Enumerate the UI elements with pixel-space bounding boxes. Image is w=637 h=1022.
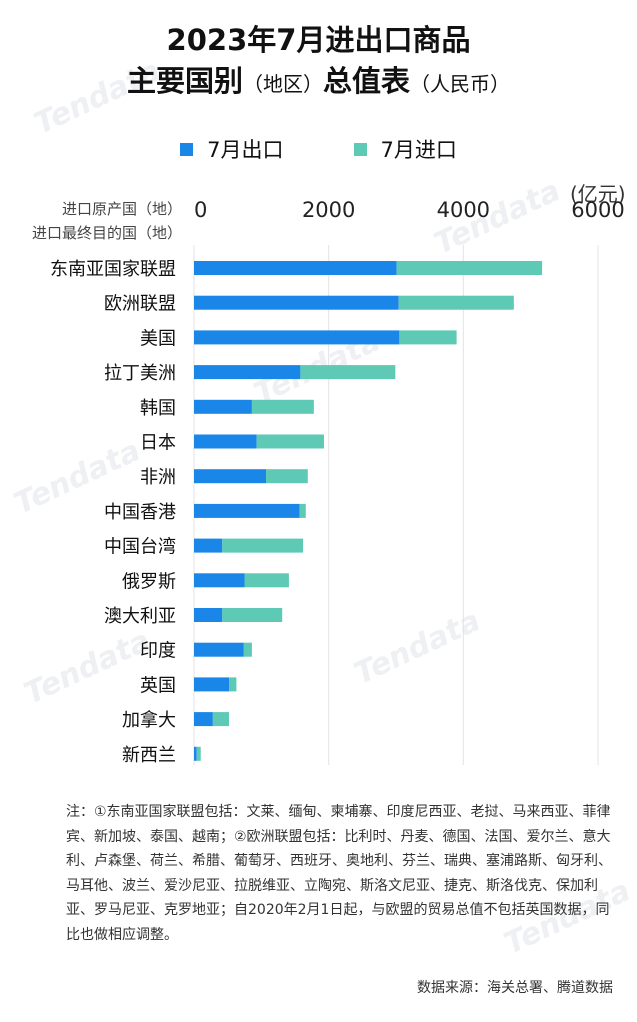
category-label: 新西兰 [122,745,176,766]
bar-import [300,365,396,380]
bar-chart: 0 2000 4000 6000 东南亚国家联盟欧洲联盟美国拉丁美洲韩国日本非洲中国香港… [50,198,625,766]
bar-export [194,261,397,275]
bar-import [299,503,306,518]
bar-import [256,434,324,449]
bar-import [251,399,314,414]
category-label: 印度 [140,641,176,662]
category-label: 俄罗斯 [122,571,176,592]
bar-import [243,642,252,657]
bar-import [196,746,201,761]
legend-item-import: 7月进口 [353,134,457,164]
category-label: 韩国 [140,398,176,419]
bar-import [222,608,283,622]
category-label: 英国 [140,675,176,696]
title-part-b: （地区） [243,72,323,96]
bar-export [194,399,252,414]
title-line-2: 主要国别（地区）总值表（人民币） [0,60,637,105]
bar-export [194,538,223,553]
bar-export [194,469,267,484]
bar-export [194,642,244,657]
footnote: 注：①东南亚国家联盟包括：文莱、缅甸、柬埔寨、印度尼西亚、老挝、马来西亚、菲律宾… [66,804,612,943]
title-part-d: （人民币） [410,72,511,96]
bar-import [244,573,289,588]
bar-export [194,330,400,345]
category-label: 中国台湾 [104,537,176,558]
title-part-c: 总值表 [323,64,411,98]
category-label: 美国 [140,328,176,349]
category-label: 日本 [140,433,176,454]
axis-caption-line-2: 进口最终目的国（地） [31,224,182,242]
category-label: 中国香港 [104,502,176,523]
chart-title: 2023年7月进出口商品 主要国别（地区）总值表（人民币） [0,20,637,105]
bar-import [399,330,457,345]
legend-label-export: 7月出口 [207,138,284,162]
bar-import [212,712,230,727]
category-label: 东南亚国家联盟 [50,259,176,280]
bar-export [194,434,257,449]
title-part-a: 主要国别 [126,64,243,98]
bar-export [194,608,223,622]
axis-unit: (亿元) [570,182,626,206]
category-label: 欧洲联盟 [104,294,176,315]
bar-export [194,295,399,310]
legend-item-export: 7月出口 [180,134,284,164]
bar-export [194,365,301,380]
legend-label-import: 7月进口 [380,138,457,162]
x-tick-label: 0 [194,198,207,222]
title-line-1: 2023年7月进出口商品 [166,23,471,57]
axis-caption-line-1: 进口原产国（地） [61,200,182,218]
category-label: 拉丁美洲 [104,363,176,384]
x-tick-label: 6000 [571,198,624,222]
category-label: 澳大利亚 [104,606,176,627]
x-tick-label: 4000 [437,198,490,222]
legend: 7月出口 7月进口 [0,134,637,164]
bar-import [222,538,304,553]
legend-swatch-import [353,142,367,156]
category-label: 非洲 [140,467,176,488]
bar-export [194,503,300,518]
bar-export [194,712,213,727]
bar-export [194,746,197,761]
bar-export [194,573,245,588]
bar-import [398,295,514,310]
bar-import [266,469,308,484]
bar-import [229,677,237,692]
bar-export [194,677,230,692]
x-tick-label: 2000 [302,198,355,222]
bar-import [396,261,543,275]
category-label: 加拿大 [122,709,176,731]
data-source: 数据来源：海关总署、腾道数据 [417,980,613,996]
legend-swatch-export [180,142,194,156]
